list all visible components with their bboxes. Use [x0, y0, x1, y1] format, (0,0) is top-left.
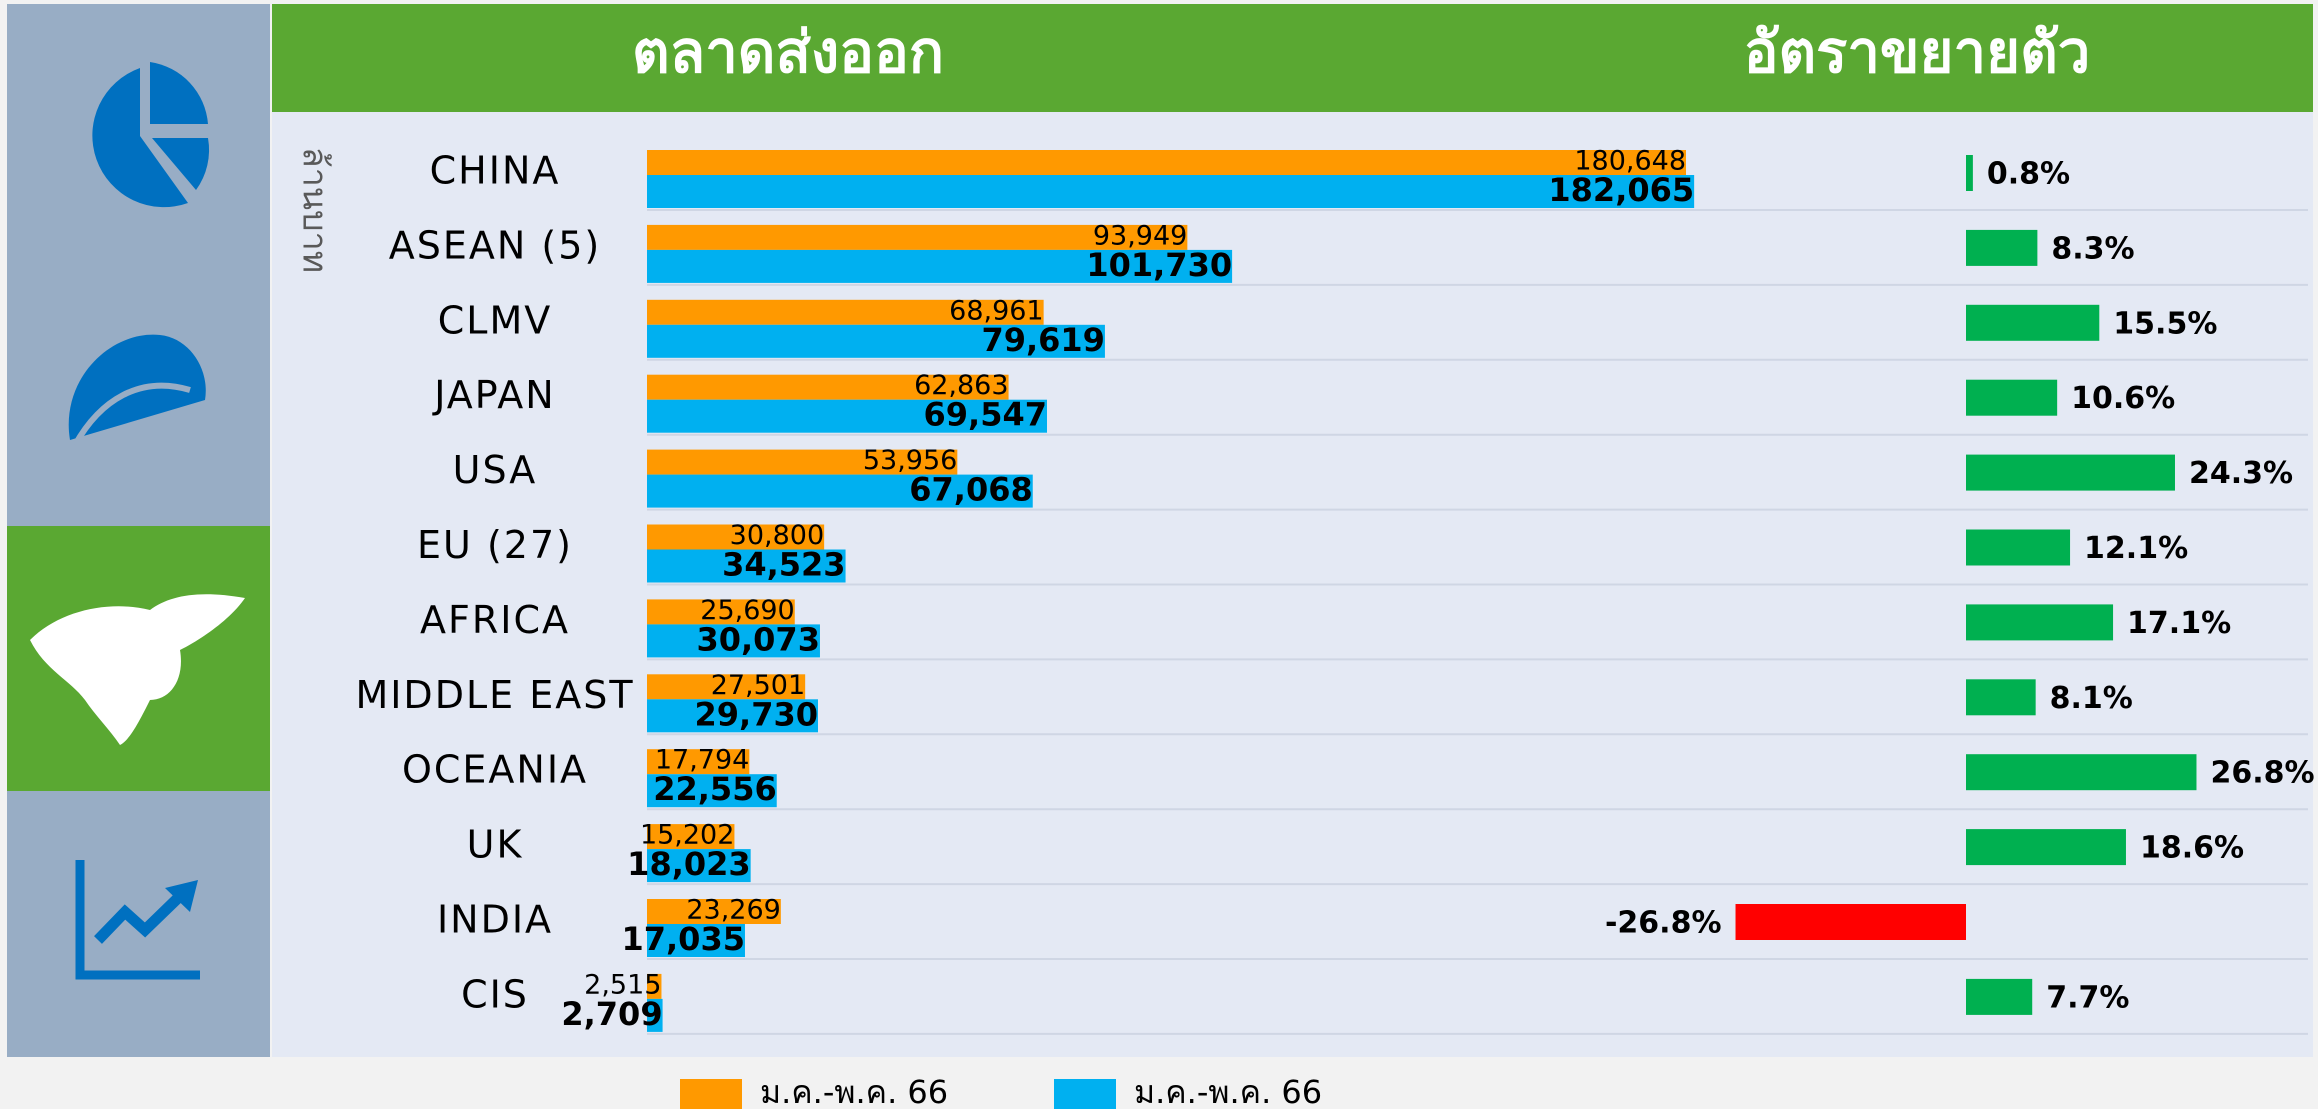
growth-label: 8.1%	[2050, 681, 2133, 716]
bar	[647, 474, 1033, 508]
value-label: 182,065	[1548, 171, 1694, 209]
legend-label: ม.ค.-พ.ค. 66	[760, 1073, 948, 1109]
header-title: อัตราขยายตัว	[1744, 18, 2091, 86]
header-bar	[272, 4, 2313, 112]
growth-bar	[1966, 379, 2058, 416]
category-label: EU (27)	[417, 523, 573, 567]
growth-label: 12.1%	[2084, 531, 2188, 566]
value-label: 23,269	[686, 895, 780, 926]
growth-bar	[1966, 604, 2114, 641]
bar	[647, 175, 1695, 208]
bar	[647, 899, 781, 924]
legend-swatch	[680, 1079, 742, 1109]
bar	[647, 399, 1048, 433]
header-title: ตลาดส่งออก	[632, 18, 944, 86]
axis-label: ล้านบาท	[295, 147, 335, 273]
growth-label: 8.3%	[2051, 231, 2134, 266]
bar	[647, 998, 663, 1032]
category-label: OCEANIA	[402, 748, 588, 792]
bar	[647, 524, 825, 550]
bar	[647, 924, 745, 957]
category-label: JAPAN	[432, 373, 555, 417]
value-label: 34,523	[722, 546, 845, 584]
growth-bar	[1966, 679, 2036, 716]
pie-icon	[92, 62, 210, 208]
bar	[647, 549, 846, 583]
legend-label: ม.ค.-พ.ค. 66	[1134, 1073, 1322, 1109]
value-label: 53,956	[863, 445, 957, 476]
bar	[647, 150, 1686, 175]
value-label: 2,709	[561, 995, 662, 1033]
growth-label: 10.6%	[2071, 381, 2175, 416]
legend-swatch	[1054, 1079, 1116, 1109]
value-label: 68,961	[949, 295, 1043, 326]
bar	[647, 324, 1105, 358]
growth-label: 18.6%	[2140, 831, 2244, 866]
category-label: ASEAN (5)	[389, 223, 601, 267]
category-label: UK	[467, 823, 524, 867]
growth-label: 0.8%	[1987, 157, 2070, 192]
category-label: AFRICA	[420, 598, 570, 642]
category-label: CHINA	[430, 149, 561, 193]
value-label: 27,501	[711, 670, 805, 701]
value-label: 17,035	[621, 920, 744, 958]
bar	[647, 224, 1188, 250]
growth-bar	[1966, 754, 2197, 791]
bar	[647, 599, 795, 625]
value-label: 101,730	[1086, 246, 1232, 284]
growth-bar	[1966, 155, 1973, 191]
value-label: 30,800	[730, 520, 824, 551]
bar	[647, 624, 820, 658]
bar	[647, 299, 1044, 325]
bar	[647, 849, 751, 883]
value-label: 15,202	[640, 820, 734, 851]
value-label: 18,023	[627, 845, 750, 883]
value-label: 2,515	[584, 969, 661, 1000]
value-label: 22,556	[653, 770, 776, 808]
value-label: 67,068	[909, 471, 1032, 509]
bar	[647, 449, 958, 475]
growth-bar	[1966, 304, 2100, 341]
growth-label: 17.1%	[2127, 606, 2231, 641]
category-label: INDIA	[437, 898, 553, 942]
bar	[647, 973, 662, 999]
bar	[647, 699, 818, 733]
category-label: CLMV	[438, 298, 553, 342]
value-label: 79,619	[981, 321, 1104, 359]
value-label: 93,949	[1093, 220, 1187, 251]
value-label: 17,794	[655, 745, 749, 776]
bar	[647, 749, 750, 775]
growth-bar	[1966, 829, 2126, 866]
value-label: 30,073	[696, 620, 819, 658]
bar	[647, 249, 1233, 283]
growth-bar	[1966, 229, 2038, 266]
map-icon	[30, 594, 245, 745]
growth-label: 26.8%	[2210, 756, 2314, 791]
growth-label: 24.3%	[2189, 456, 2293, 491]
growth-bar	[1966, 454, 2175, 491]
value-label: 69,547	[924, 396, 1047, 434]
growth-bar	[1966, 978, 2033, 1015]
value-label: 62,863	[914, 370, 1008, 401]
bar	[647, 374, 1009, 400]
bar	[647, 674, 806, 700]
growth-bar	[1966, 529, 2071, 566]
growth-label: 7.7%	[2046, 980, 2129, 1015]
value-label: 25,690	[700, 595, 794, 626]
category-label: MIDDLE EAST	[355, 673, 634, 717]
bar	[647, 774, 777, 808]
trend-icon	[75, 860, 200, 980]
value-label: 180,648	[1574, 146, 1686, 177]
taco-icon	[68, 334, 206, 447]
growth-label: -26.8%	[1605, 906, 1722, 941]
bar	[647, 824, 735, 850]
value-label: 29,730	[695, 695, 818, 733]
category-label: CIS	[461, 972, 529, 1016]
category-label: USA	[453, 448, 538, 492]
growth-label: 15.5%	[2113, 306, 2217, 341]
growth-bar	[1735, 904, 1966, 940]
